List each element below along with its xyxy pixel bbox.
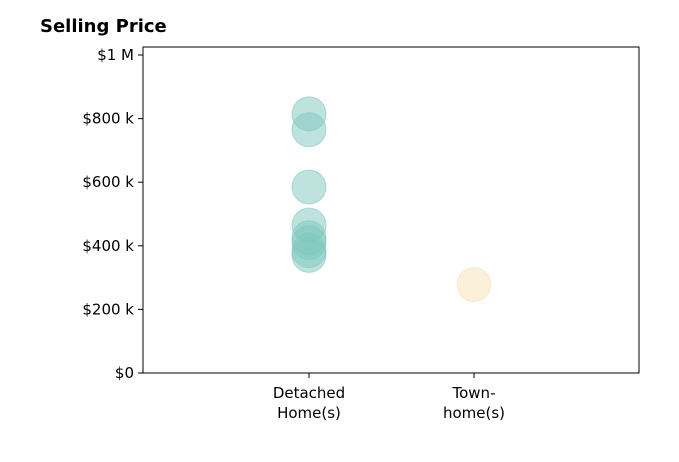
x-tick-label: Detached	[273, 384, 345, 402]
y-axis: $0 $200 k $400 k $600 k $800 k $1 M	[82, 46, 143, 382]
y-tick-label: $0	[115, 364, 134, 382]
x-tick-label: home(s)	[443, 404, 505, 422]
data-point	[291, 169, 327, 205]
y-tick-label: $600 k	[82, 173, 134, 191]
data-point	[456, 267, 492, 303]
x-tick-label: Home(s)	[277, 404, 341, 422]
y-tick-label: $1 M	[97, 46, 134, 64]
y-tick-label: $400 k	[82, 237, 134, 255]
x-axis: Detached Home(s) Town-home(s)	[273, 373, 505, 422]
x-tick-label: Town-	[452, 384, 496, 402]
y-tick-label: $200 k	[82, 300, 134, 318]
y-tick-label: $800 k	[82, 110, 134, 128]
chart-title: Selling Price	[40, 16, 167, 37]
data-points	[291, 96, 492, 303]
data-point	[291, 237, 327, 273]
data-point	[291, 112, 327, 148]
plot-area-frame	[142, 46, 640, 374]
